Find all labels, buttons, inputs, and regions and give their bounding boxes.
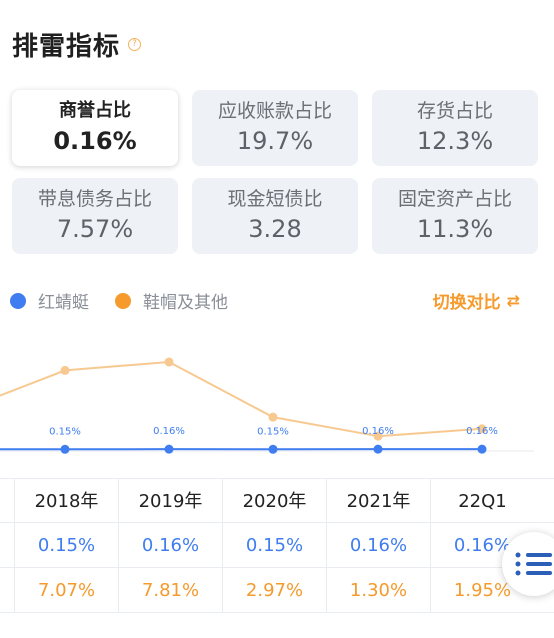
swap-icon: ⇄ <box>506 291 520 310</box>
legend-item-industry[interactable]: 鞋帽及其他 <box>115 288 228 313</box>
series-point-company <box>268 444 278 454</box>
table-header-cell <box>0 479 14 524</box>
metric-value: 11.3% <box>416 215 494 243</box>
table-cell: 1.95% <box>430 568 534 613</box>
series-point-industry <box>268 412 278 422</box>
legend-dot-icon <box>10 292 26 309</box>
metric-value: 12.3% <box>416 127 494 155</box>
table-header-row: 2018年 2019年 2020年 2021年 22Q1 <box>0 478 554 524</box>
table-header-cell: 2021年 <box>326 479 430 524</box>
line-chart: 0.15% 0.16% 0.15% 0.16% 0.16% <box>0 357 534 454</box>
metric-label: 现金短债比 <box>227 188 323 210</box>
page-title: 排雷指标 <box>12 32 121 62</box>
legend-label: 鞋帽及其他 <box>143 293 228 313</box>
table-cell: 7.07% <box>14 568 118 613</box>
table-cell: 2.97% <box>222 568 326 613</box>
metric-label: 应收账款占比 <box>217 100 332 122</box>
metric-value: 19.7% <box>236 127 314 155</box>
legend-item-company[interactable]: 红蜻蜓 <box>10 288 89 313</box>
legend-label: 红蜻蜓 <box>38 293 89 313</box>
table-row: 7.07% 7.81% 2.97% 1.30% 1.95% <box>0 568 554 613</box>
series-point-industry <box>477 424 487 434</box>
metric-value: 0.16% <box>53 127 137 155</box>
table-cell: 7.81% <box>118 568 222 613</box>
menu-button[interactable] <box>502 532 554 596</box>
series-point-industry <box>60 365 70 375</box>
table-header-cell: 2019年 <box>118 479 222 524</box>
table-cell: 0.15% <box>222 523 326 568</box>
metric-label: 存货占比 <box>416 100 493 122</box>
table-header-cell: 2018年 <box>14 479 118 524</box>
table-cell: 0.15% <box>14 523 118 568</box>
data-label: 0.15% <box>49 426 81 437</box>
section-header: 排雷指标 ? <box>12 26 142 63</box>
table-cell: 1.30% <box>326 568 430 613</box>
metric-value: 7.57% <box>56 215 134 243</box>
data-label: 0.16% <box>466 426 498 437</box>
metric-label: 带息债务占比 <box>37 188 152 210</box>
chart-legend: 红蜻蜓 鞋帽及其他 <box>10 288 254 313</box>
series-point-industry <box>164 357 174 367</box>
question-icon[interactable]: ? <box>128 38 142 51</box>
table-cell: 0.16% <box>118 523 222 568</box>
metric-label: 固定资产占比 <box>397 188 512 210</box>
table-header-cell: 22Q1 <box>430 479 534 524</box>
data-label: 0.16% <box>153 426 185 437</box>
series-point-company <box>477 444 487 454</box>
switch-label: 切换对比 <box>432 293 501 313</box>
series-point-company <box>373 444 383 454</box>
switch-compare-button[interactable]: 切换对比 ⇄ <box>433 288 520 313</box>
table-cell: 0.16% <box>430 523 534 568</box>
metric-card-goodwill[interactable]: 商誉占比 0.16% <box>12 90 178 166</box>
metric-card-cash-short-debt[interactable]: 现金短债比 3.28 <box>192 178 358 254</box>
data-label: 0.16% <box>362 426 394 437</box>
data-label: 0.15% <box>257 426 289 437</box>
series-line-industry <box>0 360 483 438</box>
table-row: 0.15% 0.16% 0.15% 0.16% 0.16% <box>0 523 554 568</box>
table-header-cell: 2020年 <box>222 479 326 524</box>
table-cell <box>0 568 14 613</box>
series-point-company <box>60 444 70 454</box>
metric-card-receivables[interactable]: 应收账款占比 19.7% <box>192 90 358 166</box>
metric-card-interest-debt[interactable]: 带息债务占比 7.57% <box>12 178 178 254</box>
list-icon <box>515 552 552 576</box>
metric-label: 商誉占比 <box>59 100 131 121</box>
series-point-company <box>164 444 174 454</box>
table-cell <box>0 523 14 568</box>
metric-card-fixed-assets[interactable]: 固定资产占比 11.3% <box>372 178 538 254</box>
table-cell: 0.16% <box>326 523 430 568</box>
series-point-industry <box>373 431 383 441</box>
metric-card-inventory[interactable]: 存货占比 12.3% <box>372 90 538 166</box>
legend-dot-icon <box>115 292 131 309</box>
metric-value: 3.28 <box>248 215 302 243</box>
